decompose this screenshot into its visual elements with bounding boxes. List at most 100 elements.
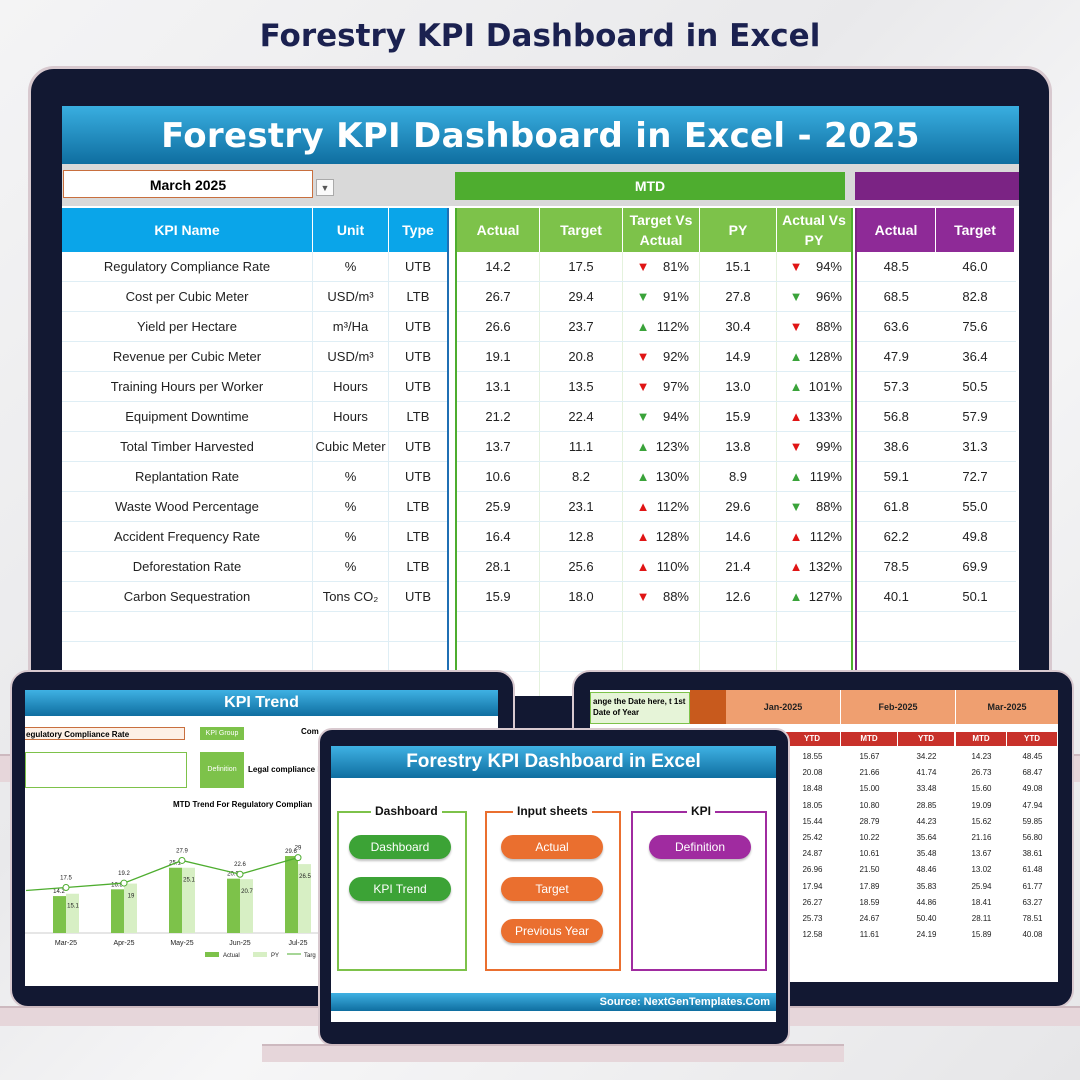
py-bar <box>124 883 137 933</box>
kpi-table-divider <box>447 208 449 696</box>
kpi-select[interactable]: egulatory Compliance Rate <box>25 727 185 740</box>
table-row: 61.8 55.0 <box>856 491 1016 522</box>
table-row: 28.1 25.6 ▲ 110% 21.4 ▲ 132% <box>456 551 853 582</box>
py-bar <box>240 879 253 933</box>
empty-cell <box>622 641 700 672</box>
unit-cell: % <box>312 491 389 522</box>
input-cell: 59.85 <box>1022 816 1043 826</box>
py-bar <box>182 867 195 933</box>
ratio-cell: ▲ 112% <box>622 491 700 522</box>
type-cell: LTB <box>388 491 448 522</box>
input-cell: 17.94 <box>802 881 823 891</box>
type-cell: UTB <box>388 311 448 342</box>
input-cell: 40.08 <box>1022 930 1043 940</box>
up-arrow-icon: ▲ <box>636 499 650 514</box>
actual-bar <box>169 867 182 933</box>
actual-cell: 21.2 <box>456 401 540 432</box>
ytd-target-cell: 57.9 <box>935 401 1015 432</box>
unit-cell: % <box>312 521 389 552</box>
ratio-cell: ▼ 81% <box>622 252 700 282</box>
ytd-actual-cell: 63.6 <box>856 311 936 342</box>
table-row: 68.5 82.8 <box>856 281 1016 312</box>
mtd-table: Actual Target Target Vs Actual PY Actual Vs … <box>455 208 853 696</box>
table-row: 21.2 22.4 ▼ 94% 15.9 ▲ 133% <box>456 401 853 432</box>
unit-value: % <box>344 259 357 274</box>
ratio-cell: ▲ 132% <box>776 551 853 582</box>
down-arrow-icon: ▼ <box>636 379 650 394</box>
ratio-value: 97% <box>662 379 689 394</box>
empty-cell <box>312 611 389 642</box>
table-row: Regulatory Compliance Rate% UTB <box>62 252 448 282</box>
input-sheets-group-label: Input sheets <box>513 804 592 818</box>
sub-header: YTD <box>1007 732 1057 746</box>
input-cell: 13.02 <box>971 865 992 875</box>
table-row: Deforestation Rate% LTB <box>62 551 448 582</box>
chevron-down-icon[interactable]: ▼ <box>316 179 334 196</box>
ratio-cell: ▲ 130% <box>622 461 700 492</box>
input-cell: 35.83 <box>916 881 937 891</box>
ratio-value: 112% <box>809 529 842 544</box>
py-cell: 12.6 <box>699 581 777 612</box>
input-cell: 10.80 <box>859 800 880 810</box>
target-data-label: 29 <box>295 846 302 852</box>
input-cell: 61.48 <box>1022 865 1043 875</box>
kpi-trend-button[interactable]: KPI Trend <box>349 877 451 901</box>
ytd-cut-cell <box>1014 581 1016 612</box>
unit-cell: % <box>312 252 389 282</box>
dashboard-button[interactable]: Dashboard <box>349 835 451 859</box>
empty-cell <box>776 641 853 672</box>
month-select[interactable]: March 2025 <box>63 170 313 198</box>
py-cell: 14.9 <box>699 341 777 372</box>
input-cell: 18.41 <box>971 897 992 907</box>
down-arrow-icon: ▼ <box>636 589 650 604</box>
kpi-info-box <box>25 752 187 788</box>
definition-button[interactable]: Definition <box>649 835 751 859</box>
up-arrow-icon: ▲ <box>636 439 650 454</box>
empty-cell <box>1014 641 1016 672</box>
ratio-cell: ▲ 128% <box>776 341 853 372</box>
table-row: 25.9 23.1 ▲ 112% 29.6 ▼ 88% <box>456 491 853 522</box>
table-row: Carbon Sequestration Tons CO₂ UTB <box>62 581 448 612</box>
dashboard-screen: Forestry KPI Dashboard in Excel - 2025 M… <box>62 106 1019 696</box>
ytd-cut-cell <box>1014 341 1016 372</box>
empty-cell <box>456 641 540 672</box>
table-row: 15.9 18.0 ▼ 88% 12.6 ▲ 127% <box>456 581 853 612</box>
empty-cell <box>456 611 540 642</box>
ytd-cut-cell <box>1014 311 1016 342</box>
ratio-value: 112% <box>656 499 689 514</box>
table-row: Accident Frequency Rate% LTB <box>62 521 448 552</box>
type-cell: UTB <box>388 581 448 612</box>
table-row: 78.5 69.9 <box>856 551 1016 582</box>
type-cell: LTB <box>388 551 448 582</box>
empty-cell <box>699 641 777 672</box>
py-cell: 27.8 <box>699 281 777 312</box>
sub-header: YTD <box>784 732 840 746</box>
actual-button[interactable]: Actual <box>501 835 603 859</box>
ytd-table: Actual Target 48.5 46.0 68.5 82.8 63.6 75.6 47.… <box>855 208 1016 696</box>
type-cell: LTB <box>388 281 448 312</box>
input-cell: 25.73 <box>802 914 823 923</box>
input-cell: 48.45 <box>1022 752 1043 761</box>
input-cell: 44.23 <box>916 816 937 826</box>
unit-cell: Hours <box>312 401 389 432</box>
input-cell: 68.47 <box>1022 768 1043 778</box>
ratio-value: 128% <box>808 349 842 364</box>
trend-chart-title: MTD Trend For Regulatory Complian <box>173 800 313 809</box>
actual-data-label: 16.8 <box>111 882 123 888</box>
unit-value: % <box>344 499 357 514</box>
input-cell: 20.08 <box>802 768 823 778</box>
empty-row <box>62 611 448 642</box>
table-row: 40.1 50.1 <box>856 581 1016 612</box>
type-cell: UTB <box>388 252 448 282</box>
mtd-header: Target Vs Actual <box>622 208 700 252</box>
input-cell: 49.08 <box>1022 784 1043 794</box>
unit-value: Hours <box>333 379 368 394</box>
legend-label: Targ <box>304 953 316 959</box>
up-arrow-icon: ▲ <box>789 559 803 574</box>
target-button[interactable]: Target <box>501 877 603 901</box>
previous-year-button[interactable]: Previous Year <box>501 919 603 943</box>
mtd-header: Actual <box>456 208 540 252</box>
input-cell: 47.94 <box>1022 800 1043 810</box>
target-data-label: 22.6 <box>234 862 246 868</box>
target-cell: 18.0 <box>539 581 623 612</box>
